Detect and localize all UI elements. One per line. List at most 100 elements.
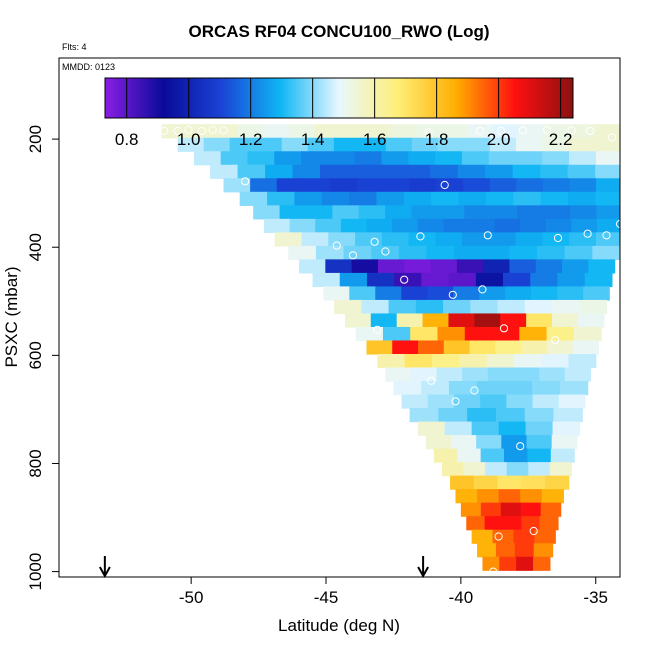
heatmap-cell bbox=[366, 340, 393, 355]
heatmap-cell bbox=[303, 178, 331, 193]
colorbar bbox=[104, 77, 574, 119]
heatmap-cell bbox=[315, 218, 342, 233]
heatmap-cell bbox=[237, 124, 264, 139]
heatmap-cell bbox=[431, 353, 460, 369]
y-tick-label: 1000 bbox=[26, 553, 45, 591]
heatmap-cell bbox=[410, 326, 439, 342]
colorbar-tick-label: 1.8 bbox=[425, 130, 449, 149]
heatmap-cell bbox=[505, 286, 532, 301]
heatmap-cell bbox=[301, 232, 329, 247]
heatmap-cell bbox=[436, 178, 464, 193]
heatmap-cell bbox=[332, 205, 360, 220]
flights-label: Flts: 4 bbox=[62, 42, 87, 52]
flight-point bbox=[551, 336, 560, 345]
heatmap-cell bbox=[541, 489, 564, 504]
heatmap-cell bbox=[305, 205, 333, 220]
heatmap-cell bbox=[421, 381, 450, 396]
flight-point bbox=[160, 126, 169, 136]
heatmap-cell bbox=[492, 529, 515, 544]
heatmap-cell bbox=[476, 381, 506, 396]
heatmap-cell bbox=[408, 151, 436, 166]
colorbar-ticks: 0.8 1.0 1.2 1.4 1.6 1.8 2.0 2.2 bbox=[115, 78, 572, 149]
heatmap-cell bbox=[480, 502, 502, 517]
heatmap-cell bbox=[361, 299, 390, 315]
heatmap-cell bbox=[392, 218, 419, 233]
heatmap-cell bbox=[210, 164, 239, 179]
flight-point bbox=[373, 325, 382, 334]
heatmap-cell bbox=[567, 137, 595, 152]
heatmap-cell bbox=[220, 151, 249, 166]
heatmap-cell bbox=[532, 381, 561, 396]
heatmap-cell bbox=[539, 516, 559, 531]
heatmap-cell bbox=[594, 124, 620, 139]
heatmap-cell bbox=[559, 381, 589, 396]
heatmap-cell bbox=[509, 259, 537, 274]
heatmap-cell bbox=[545, 218, 573, 233]
heatmap-cell bbox=[381, 151, 409, 166]
flight-point bbox=[286, 343, 296, 352]
flight-point bbox=[516, 442, 525, 451]
heatmap-cell bbox=[294, 191, 323, 206]
chart-title: ORCAS RF04 CONCU100_RWO (Log) bbox=[189, 22, 490, 41]
heatmap-cell bbox=[370, 313, 398, 328]
heatmap-cell bbox=[526, 313, 553, 328]
flight-point bbox=[381, 247, 390, 256]
flight-point bbox=[370, 237, 379, 246]
heatmap-cell bbox=[464, 205, 492, 220]
plot-frame bbox=[58, 57, 621, 578]
heatmap-cell bbox=[569, 124, 596, 139]
heatmap-cell bbox=[542, 151, 570, 166]
heatmap-cell bbox=[475, 272, 504, 288]
heatmap-cell bbox=[333, 137, 361, 152]
heatmap-cell bbox=[569, 151, 597, 166]
heatmap-cell bbox=[355, 326, 384, 342]
heatmap-cell bbox=[569, 232, 597, 247]
heatmap-cell bbox=[427, 286, 454, 301]
flight-point bbox=[478, 285, 487, 294]
flight-point bbox=[197, 126, 206, 136]
heatmap-cell bbox=[515, 232, 543, 247]
heatmap-cell bbox=[557, 286, 584, 301]
heatmap-cell bbox=[438, 408, 468, 423]
heatmap-cell bbox=[431, 191, 460, 206]
heatmap-cell bbox=[327, 151, 356, 166]
heatmap-cell bbox=[401, 394, 429, 409]
heatmap-cell bbox=[564, 245, 593, 260]
heatmap-cell bbox=[527, 448, 552, 463]
heatmap-cell bbox=[441, 124, 468, 139]
flight-point bbox=[440, 180, 449, 190]
flight-point bbox=[499, 324, 509, 333]
colorbar-tick-label: 1.4 bbox=[301, 130, 325, 149]
heatmap-cell bbox=[441, 462, 465, 477]
heatmap-cell bbox=[477, 543, 497, 558]
heatmap-cell bbox=[430, 259, 458, 274]
heatmap-cell bbox=[481, 245, 511, 260]
heatmap-cell bbox=[513, 353, 542, 369]
flight-point bbox=[278, 250, 287, 259]
heatmap-cell bbox=[443, 340, 471, 355]
heatmap-cell bbox=[455, 489, 478, 504]
flight-point bbox=[470, 386, 479, 395]
flight-point bbox=[475, 126, 484, 136]
heatmap-cell bbox=[545, 475, 570, 490]
heatmap-cell bbox=[435, 151, 463, 166]
heatmap-cell bbox=[520, 489, 543, 504]
y-tick-label: 200 bbox=[26, 125, 45, 153]
heatmap-cell bbox=[444, 421, 473, 436]
heatmap-cell bbox=[279, 205, 307, 220]
heatmap-cell bbox=[550, 448, 575, 463]
heatmap-cell bbox=[499, 556, 517, 571]
heatmap-cell bbox=[500, 313, 527, 328]
heatmap-cell bbox=[416, 124, 443, 139]
heatmap-cell bbox=[501, 435, 528, 450]
heatmap-cell bbox=[558, 394, 586, 409]
flight-point bbox=[483, 231, 492, 240]
heatmap-cell bbox=[426, 245, 455, 260]
heatmap-cell bbox=[542, 232, 570, 247]
heatmap-cell bbox=[404, 353, 433, 369]
heatmap-cell bbox=[597, 218, 620, 233]
heatmap-cell bbox=[542, 178, 571, 193]
heatmap-cell bbox=[267, 191, 296, 206]
heatmap-cell bbox=[595, 232, 620, 247]
heatmap-cell bbox=[488, 151, 517, 166]
